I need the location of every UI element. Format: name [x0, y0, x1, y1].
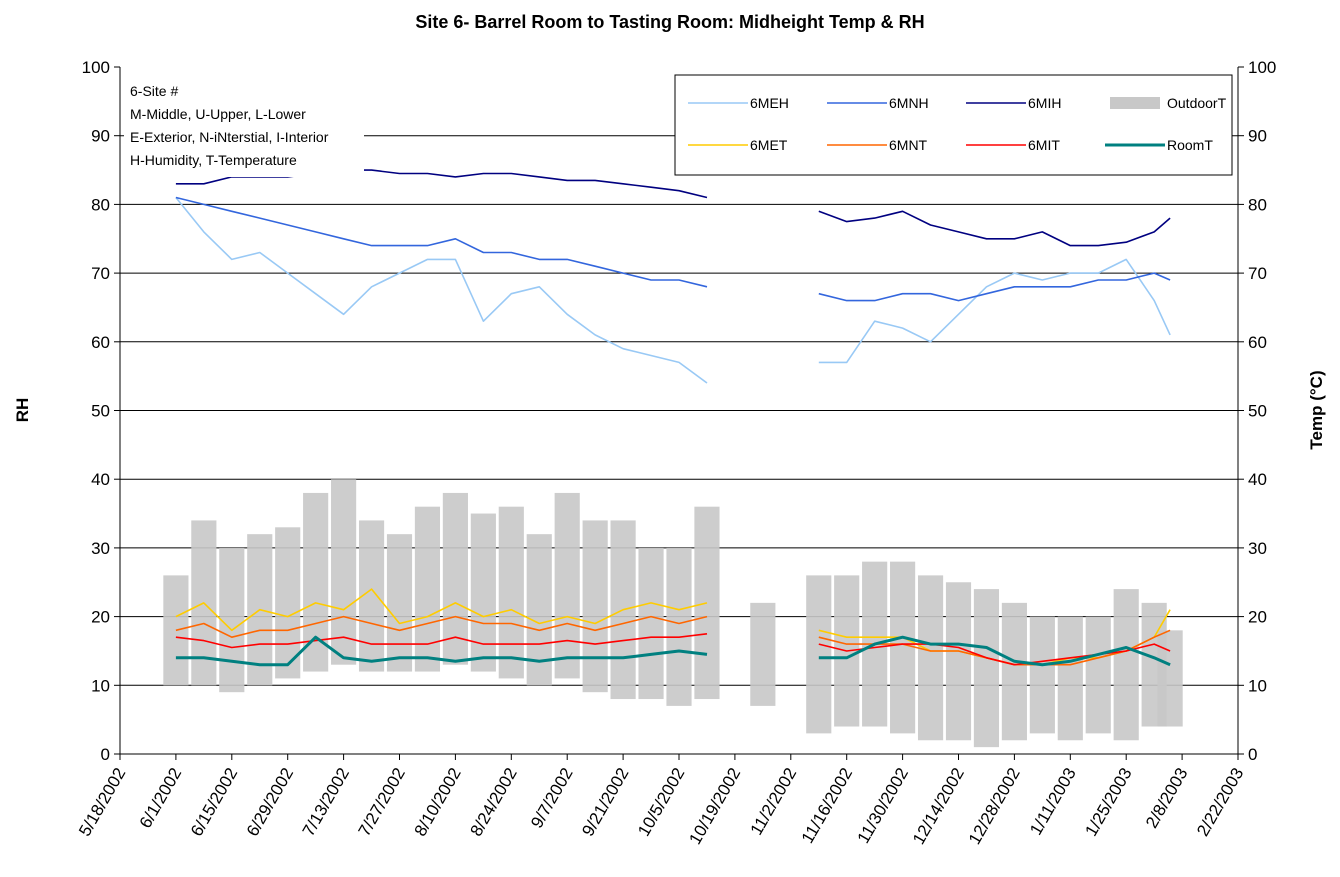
range-bar [386, 534, 413, 672]
x-tick-label: 12/14/2002 [909, 765, 968, 848]
legend-swatch [1110, 97, 1160, 109]
range-bar [163, 575, 189, 686]
x-tick-label: 11/2/2002 [747, 765, 801, 839]
range-bar [414, 506, 441, 672]
range-bar [554, 492, 580, 679]
legend-label: 6MNH [889, 95, 929, 111]
x-tick-label: 9/7/2002 [527, 765, 577, 832]
legend-label: OutdoorT [1167, 95, 1227, 111]
x-tick-label: 1/25/2003 [1081, 765, 1135, 840]
range-bar [945, 582, 972, 741]
y-tick-label: 100 [82, 58, 110, 77]
y2-tick-label: 60 [1248, 333, 1267, 352]
annotation: E-Exterior, N-iNterstial, I-Interior [130, 129, 329, 145]
range-bar [582, 520, 608, 693]
y2-tick-label: 30 [1248, 539, 1267, 558]
annotation-bg [124, 77, 364, 177]
y-tick-label: 90 [91, 127, 110, 146]
y2-tick-label: 90 [1248, 127, 1267, 146]
x-tick-label: 10/19/2002 [685, 765, 744, 848]
range-bar [1001, 602, 1027, 741]
legend-box [674, 74, 1233, 176]
chart-title: Site 6- Barrel Room to Tasting Room: Mid… [415, 12, 924, 32]
x-tick-label: 5/18/2002 [75, 765, 129, 840]
x-tick-label: 9/21/2002 [578, 765, 632, 840]
range-bar [666, 547, 692, 706]
range-bar [917, 575, 944, 741]
x-tick-label: 10/5/2002 [634, 765, 688, 840]
annotation: H-Humidity, T-Temperature [130, 152, 297, 168]
y-tick-label: 60 [91, 333, 110, 352]
range-bar [1157, 630, 1183, 727]
range-bar [219, 547, 245, 693]
y-tick-label: 80 [91, 195, 110, 214]
y-tick-label: 70 [91, 264, 110, 283]
x-tick-label: 8/24/2002 [466, 765, 520, 840]
range-bar [750, 602, 776, 706]
x-tick-label: 12/28/2002 [965, 765, 1024, 848]
y2-tick-label: 40 [1248, 470, 1267, 489]
legend-label: RoomT [1167, 137, 1213, 153]
legend-label: 6MIT [1028, 137, 1060, 153]
y-tick-label: 50 [91, 402, 110, 421]
range-bar [442, 492, 468, 665]
range-bar [1057, 616, 1083, 741]
range-bar [331, 479, 357, 665]
y-tick-label: 0 [101, 745, 110, 764]
legend-label: 6MEH [750, 95, 789, 111]
series-line [175, 196, 1171, 384]
series-line [175, 635, 1171, 667]
y2-tick-label: 20 [1248, 608, 1267, 627]
range-bar [275, 527, 301, 679]
x-tick-label: 2/22/2003 [1193, 765, 1247, 840]
x-tick-label: 11/30/2002 [854, 765, 912, 847]
range-bar [890, 561, 916, 734]
x-tick-label: 7/27/2002 [355, 765, 409, 840]
y-axis-label: RH [13, 398, 32, 423]
x-tick-label: 11/16/2002 [798, 765, 856, 847]
series-line [175, 196, 1171, 302]
y2-tick-label: 0 [1248, 745, 1257, 764]
range-bar [1113, 589, 1139, 741]
range-bar [470, 513, 496, 672]
range-bar [1085, 616, 1111, 734]
y2-tick-label: 70 [1248, 264, 1267, 283]
y-tick-label: 40 [91, 470, 110, 489]
range-bar [638, 547, 664, 700]
y-tick-label: 10 [91, 676, 110, 695]
range-bar [1029, 616, 1055, 734]
x-tick-label: 2/8/2003 [1142, 765, 1192, 832]
y2-tick-label: 10 [1248, 676, 1267, 695]
y2-axis-label: Temp (°C) [1307, 370, 1326, 449]
legend-label: 6MIH [1028, 95, 1061, 111]
series-line [175, 633, 1171, 666]
x-tick-label: 6/29/2002 [243, 765, 297, 840]
legend-label: 6MET [750, 137, 788, 153]
x-tick-label: 8/10/2002 [411, 765, 465, 840]
y2-tick-label: 50 [1248, 402, 1267, 421]
legend-label: 6MNT [889, 137, 928, 153]
x-tick-label: 7/13/2002 [299, 765, 353, 840]
range-bar [806, 575, 832, 734]
range-bar [973, 589, 1000, 748]
x-tick-label: 6/15/2002 [187, 765, 241, 840]
x-tick-label: 1/11/2003 [1026, 765, 1080, 839]
y2-tick-label: 100 [1248, 58, 1276, 77]
annotation: 6-Site # [130, 83, 178, 99]
y2-tick-label: 80 [1248, 195, 1267, 214]
y-tick-label: 20 [91, 608, 110, 627]
range-bar [498, 506, 524, 679]
y-tick-label: 30 [91, 539, 110, 558]
x-tick-label: 6/1/2002 [136, 765, 186, 832]
annotation: M-Middle, U-Upper, L-Lower [130, 106, 306, 122]
